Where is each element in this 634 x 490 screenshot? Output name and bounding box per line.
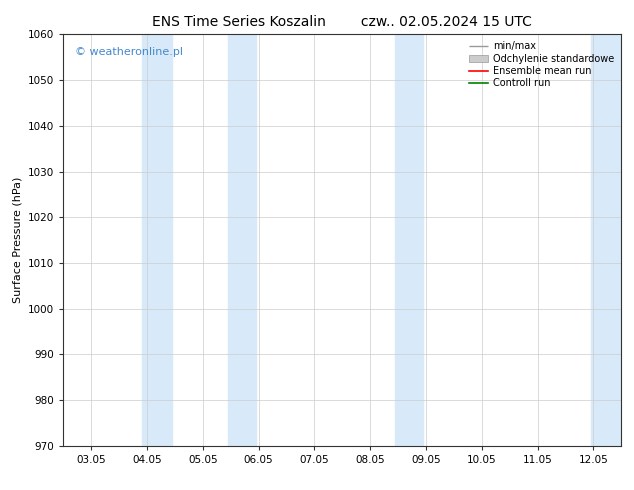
- Title: ENS Time Series Koszalin        czw.. 02.05.2024 15 UTC: ENS Time Series Koszalin czw.. 02.05.202…: [152, 15, 533, 29]
- Text: © weatheronline.pl: © weatheronline.pl: [75, 47, 183, 57]
- Legend: min/max, Odchylenie standardowe, Ensemble mean run, Controll run: min/max, Odchylenie standardowe, Ensembl…: [467, 39, 616, 90]
- Bar: [396, 34, 424, 446]
- Bar: [141, 34, 172, 446]
- Y-axis label: Surface Pressure (hPa): Surface Pressure (hPa): [13, 177, 23, 303]
- Bar: [228, 34, 256, 446]
- Bar: [591, 34, 621, 446]
